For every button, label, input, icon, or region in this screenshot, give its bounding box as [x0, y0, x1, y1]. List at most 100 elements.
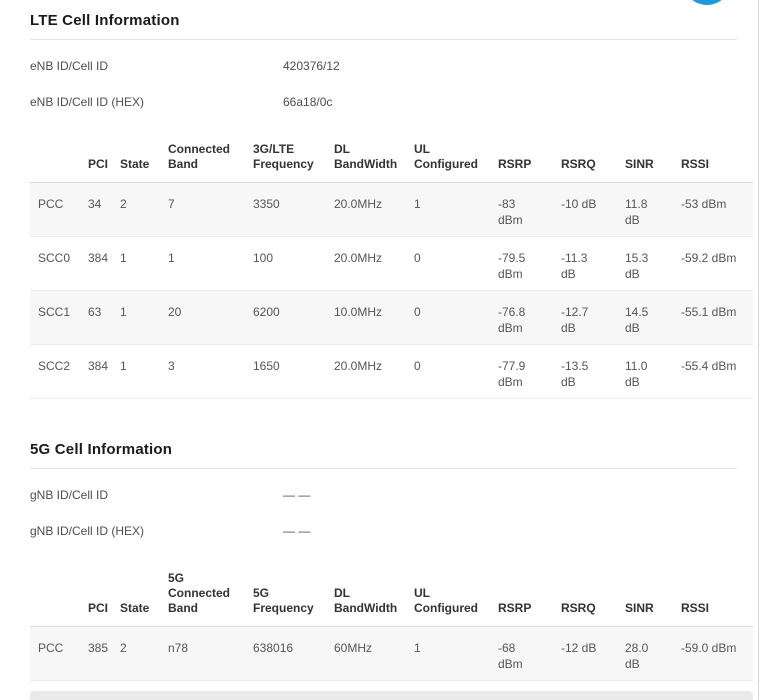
cell: 20 — [160, 290, 245, 345]
lte-section-title: LTE Cell Information — [30, 12, 737, 40]
cell: -79.5 dBm — [490, 236, 553, 291]
table-row: PCC 34 2 7 3350 20.0MHz 1 -83 dBm -10 dB 11.8 dB -… — [30, 182, 753, 237]
cell: -53 dBm — [673, 182, 753, 237]
cell: -77.9 dBm — [490, 344, 553, 399]
cell: 100 — [245, 236, 326, 291]
cell: 11.8 dB — [617, 182, 673, 237]
table-row: PCC 385 2 n78 638016 60MHz 1 -68 dBm -12 dB 28.0 … — [30, 626, 753, 681]
cell: -12.7 dB — [553, 290, 617, 345]
table-row: SCC0 384 1 1 100 20.0MHz 0 -79.5 dBm -11.3 dB 15.… — [30, 236, 753, 291]
cell: 0 — [406, 344, 490, 399]
column-header — [30, 138, 80, 183]
cell: 3 — [160, 344, 245, 399]
cell: 1 — [112, 290, 160, 345]
column-header: 5G Frequency — [245, 567, 326, 627]
gnb-id-hex-value: — — — [283, 524, 311, 538]
cell: 2 — [112, 626, 160, 681]
column-header: Connected Band — [160, 138, 245, 183]
cell: 0 — [406, 236, 490, 291]
cell: 10.0MHz — [326, 290, 406, 345]
row-label-cell: SCC0 — [30, 236, 80, 291]
cell: 60MHz — [326, 626, 406, 681]
cell: -55.1 dBm — [673, 290, 753, 345]
cell: 11.0 dB — [617, 344, 673, 399]
cell: -10 dB — [553, 182, 617, 237]
column-header: RSSI — [673, 138, 753, 183]
gnb-id-label: gNB ID/Cell ID — [30, 488, 109, 502]
cell: -59.0 dBm — [673, 626, 753, 681]
cell: n78 — [160, 626, 245, 681]
cell: 638016 — [245, 626, 326, 681]
cell: 20.0MHz — [326, 182, 406, 237]
cell: -12 dB — [553, 626, 617, 681]
5g-id-info: gNB ID/Cell ID — — gNB ID/Cell ID (HEX) … — [30, 477, 737, 549]
table-row: SCC2 384 1 3 1650 20.0MHz 0 -77.9 dBm -13.5 dB 11… — [30, 344, 753, 399]
enb-id-row: eNB ID/Cell ID 420376/12 — [30, 48, 737, 84]
lte-cell-table: PCI State Connected Band 3G/LTE Frequency DL… — [30, 138, 753, 399]
column-header: RSRQ — [553, 138, 617, 183]
cell: 15.3 dB — [617, 236, 673, 291]
cell: 1 — [406, 626, 490, 681]
row-label-cell: SCC1 — [30, 290, 80, 345]
cell: 384 — [80, 236, 112, 291]
column-header — [30, 567, 80, 627]
column-header: SINR — [617, 567, 673, 627]
cell: 1650 — [245, 344, 326, 399]
column-header: PCI — [80, 567, 112, 627]
gnb-id-value: — — — [283, 488, 311, 502]
cell: 384 — [80, 344, 112, 399]
cell: 3350 — [245, 182, 326, 237]
cell: 1 — [406, 182, 490, 237]
enb-id-value: 420376/12 — [283, 59, 340, 73]
panel-right-border — [758, 0, 759, 700]
enb-id-label: eNB ID/Cell ID — [30, 59, 109, 73]
cell: 1 — [160, 236, 245, 291]
row-label-cell: PCC — [30, 626, 80, 681]
cell: 34 — [80, 182, 112, 237]
gnb-id-row: gNB ID/Cell ID — — — [30, 477, 737, 513]
cell: 2 — [112, 182, 160, 237]
cell: 20.0MHz — [326, 236, 406, 291]
column-header: DL BandWidth — [326, 567, 406, 627]
column-header: DL BandWidth — [326, 138, 406, 183]
att-globe-logo-icon — [683, 0, 731, 5]
column-header: 5G Connected Band — [160, 567, 245, 627]
gnb-id-hex-row: gNB ID/Cell ID (HEX) — — — [30, 513, 737, 549]
row-label-cell: SCC2 — [30, 344, 80, 399]
column-header: UL Configured — [406, 567, 490, 627]
gnb-id-hex-label: gNB ID/Cell ID (HEX) — [30, 524, 145, 538]
cell: 20.0MHz — [326, 344, 406, 399]
cell: -11.3 dB — [553, 236, 617, 291]
column-header: RSSI — [673, 567, 753, 627]
enb-id-hex-value: 66a18/0c — [283, 95, 333, 109]
column-header: UL Configured — [406, 138, 490, 183]
column-header: State — [112, 567, 160, 627]
cell: -55.4 dBm — [673, 344, 753, 399]
cell: -59.2 dBm — [673, 236, 753, 291]
next-section-header-edge — [30, 691, 753, 700]
enb-id-hex-row: eNB ID/Cell ID (HEX) 66a18/0c — [30, 84, 737, 120]
column-header: RSRP — [490, 567, 553, 627]
cell: 1 — [112, 236, 160, 291]
lte-id-info: eNB ID/Cell ID 420376/12 eNB ID/Cell ID … — [30, 48, 737, 120]
cell: 385 — [80, 626, 112, 681]
cell: -68 dBm — [490, 626, 553, 681]
column-header: PCI — [80, 138, 112, 183]
cell: -76.8 dBm — [490, 290, 553, 345]
column-header: State — [112, 138, 160, 183]
cell: 63 — [80, 290, 112, 345]
cell: 14.5 dB — [617, 290, 673, 345]
5g-section-title: 5G Cell Information — [30, 441, 737, 469]
table-header-row: PCI State Connected Band 3G/LTE Frequency DL… — [30, 138, 753, 183]
cell: 7 — [160, 182, 245, 237]
column-header: SINR — [617, 138, 673, 183]
column-header: RSRQ — [553, 567, 617, 627]
cell: 28.0 dB — [617, 626, 673, 681]
cell: 0 — [406, 290, 490, 345]
cell: -13.5 dB — [553, 344, 617, 399]
cell: -83 dBm — [490, 182, 553, 237]
cell: 6200 — [245, 290, 326, 345]
enb-id-hex-label: eNB ID/Cell ID (HEX) — [30, 95, 145, 109]
table-row: SCC1 63 1 20 6200 10.0MHz 0 -76.8 dBm -12.7 dB 14… — [30, 290, 753, 345]
